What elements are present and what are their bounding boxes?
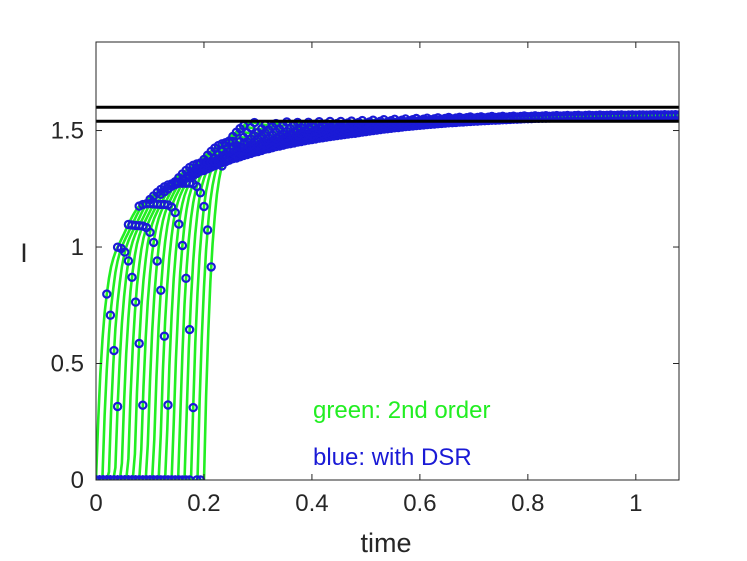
blue-marker [170, 207, 180, 218]
blue-marker [530, 111, 540, 121]
blue-marker [109, 345, 119, 356]
blue-marker [156, 285, 166, 295]
blue-marker [195, 188, 206, 198]
blue-marker [562, 110, 573, 121]
blue-marker [181, 273, 191, 283]
x-tick-label: 0.2 [187, 490, 220, 517]
blue-marker [148, 237, 159, 248]
x-tick-label: 1 [629, 490, 642, 517]
blue-marker [584, 110, 594, 120]
blue-marker [102, 289, 112, 299]
blue-marker [184, 324, 195, 335]
blue-marker [659, 109, 670, 120]
blue-marker [595, 110, 605, 120]
legend-green-annotation: green: 2nd order [313, 397, 490, 424]
curve-layer [96, 109, 679, 480]
x-tick-labels: 0 0.2 0.4 0.6 0.8 1 [89, 490, 642, 517]
blue-marker [199, 201, 209, 212]
blue-marker [541, 110, 551, 121]
blue-marker [627, 110, 638, 120]
plot-frame [95, 41, 680, 481]
blue-marker [127, 272, 137, 282]
x-tick-label: 0 [89, 490, 102, 517]
blue-marker [177, 240, 188, 251]
axis-ticks [95, 42, 679, 481]
blue-marker [112, 401, 123, 412]
reference-lines [96, 105, 679, 123]
blue-marker [616, 110, 627, 120]
blue-marker [206, 262, 216, 272]
blue-marker [163, 400, 173, 410]
blue-marker [217, 161, 227, 171]
y-axis-label: I [20, 238, 28, 268]
y-tick-labels: 0 0.5 1 1.5 [51, 118, 84, 494]
blue-marker [145, 227, 155, 237]
x-axis-label: time [360, 528, 411, 558]
y-tick-label: 0 [71, 467, 84, 494]
blue-marker [519, 111, 530, 121]
blue-marker [573, 110, 584, 121]
blue-marker [130, 297, 141, 307]
blue-marker [649, 110, 659, 120]
y-tick-label: 0.5 [51, 351, 84, 378]
legend-blue-annotation: blue: with DSR [313, 444, 472, 471]
blue-marker [228, 136, 238, 147]
blue-marker [159, 331, 170, 341]
blue-marker [134, 338, 144, 349]
blue-marker [174, 219, 184, 229]
blue-marker [152, 256, 162, 266]
x-tick-label: 0.8 [511, 490, 544, 517]
blue-marker [188, 402, 198, 413]
blue-marker [390, 114, 400, 125]
blue-marker [105, 310, 116, 320]
blue-marker [638, 110, 648, 120]
blue-marker [120, 247, 130, 257]
blue-marker [552, 110, 562, 121]
blue-marker [202, 225, 213, 235]
blue-marker [379, 114, 389, 125]
x-tick-label: 0.4 [295, 490, 328, 517]
blue-marker [670, 110, 679, 120]
blue-marker [138, 400, 148, 410]
y-tick-label: 1.5 [51, 118, 84, 145]
blue-marker [123, 256, 134, 266]
blue-marker [606, 110, 616, 120]
y-tick-label: 1 [71, 234, 84, 261]
x-tick-label: 0.6 [403, 490, 436, 517]
